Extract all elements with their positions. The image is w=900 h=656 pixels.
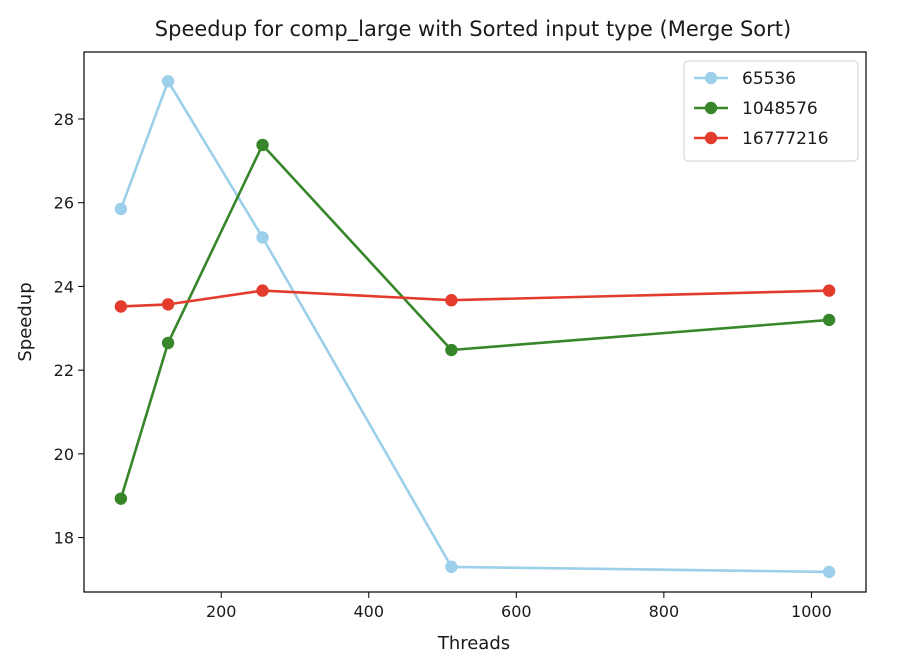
series-line — [120, 289, 830, 308]
data-point — [161, 298, 175, 311]
series-line — [119, 143, 830, 500]
data-point — [256, 138, 269, 152]
chart-title: Speedup for comp_large with Sorted input… — [155, 17, 791, 42]
series-65536 — [114, 75, 836, 579]
legend-label: 65536 — [742, 69, 796, 89]
series-lines — [114, 75, 836, 579]
data-point — [161, 336, 175, 350]
y-tick-label: 20 — [54, 445, 74, 464]
x-tick-label: 600 — [501, 602, 532, 621]
legend: 65536 1048576 16777216 — [683, 60, 859, 162]
y-tick-label: 18 — [54, 529, 74, 548]
data-point — [256, 231, 269, 244]
y-tick-label: 24 — [54, 277, 74, 296]
data-point — [114, 300, 128, 313]
y-tick-label: 28 — [54, 110, 74, 129]
series-16777216 — [114, 284, 836, 313]
plot-area — [83, 51, 867, 593]
data-point — [445, 343, 458, 357]
x-tick-label: 400 — [353, 602, 384, 621]
data-point — [822, 565, 836, 579]
legend-marker — [704, 131, 718, 145]
data-point — [822, 284, 836, 297]
data-point — [445, 294, 458, 307]
x-tick-label: 1000 — [791, 602, 832, 621]
data-point — [822, 313, 836, 327]
data-point — [114, 492, 128, 505]
data-point — [256, 284, 269, 297]
legend-box — [683, 60, 859, 162]
data-point — [114, 202, 128, 216]
x-axis-label: Threads — [437, 633, 510, 654]
y-tick-label: 22 — [54, 361, 74, 380]
data-point — [445, 560, 458, 574]
legend-item: 1048576 — [694, 99, 818, 119]
y-axis-label: Speedup — [15, 282, 36, 361]
x-tick-label: 200 — [206, 602, 237, 621]
series-1048576 — [114, 138, 836, 505]
legend-item: 65536 — [694, 69, 796, 89]
legend-label: 1048576 — [742, 99, 818, 119]
legend-label: 16777216 — [742, 129, 829, 149]
plot-frame — [83, 51, 867, 593]
legend-item: 16777216 — [694, 129, 829, 149]
axis-ticks: 200 400 600 800 1000 18 20 22 24 26 28 — [54, 110, 832, 621]
x-tick-label: 800 — [649, 602, 680, 621]
y-tick-label: 26 — [54, 194, 74, 213]
legend-marker — [704, 101, 718, 115]
legend-marker — [704, 71, 718, 85]
data-point — [161, 75, 175, 88]
